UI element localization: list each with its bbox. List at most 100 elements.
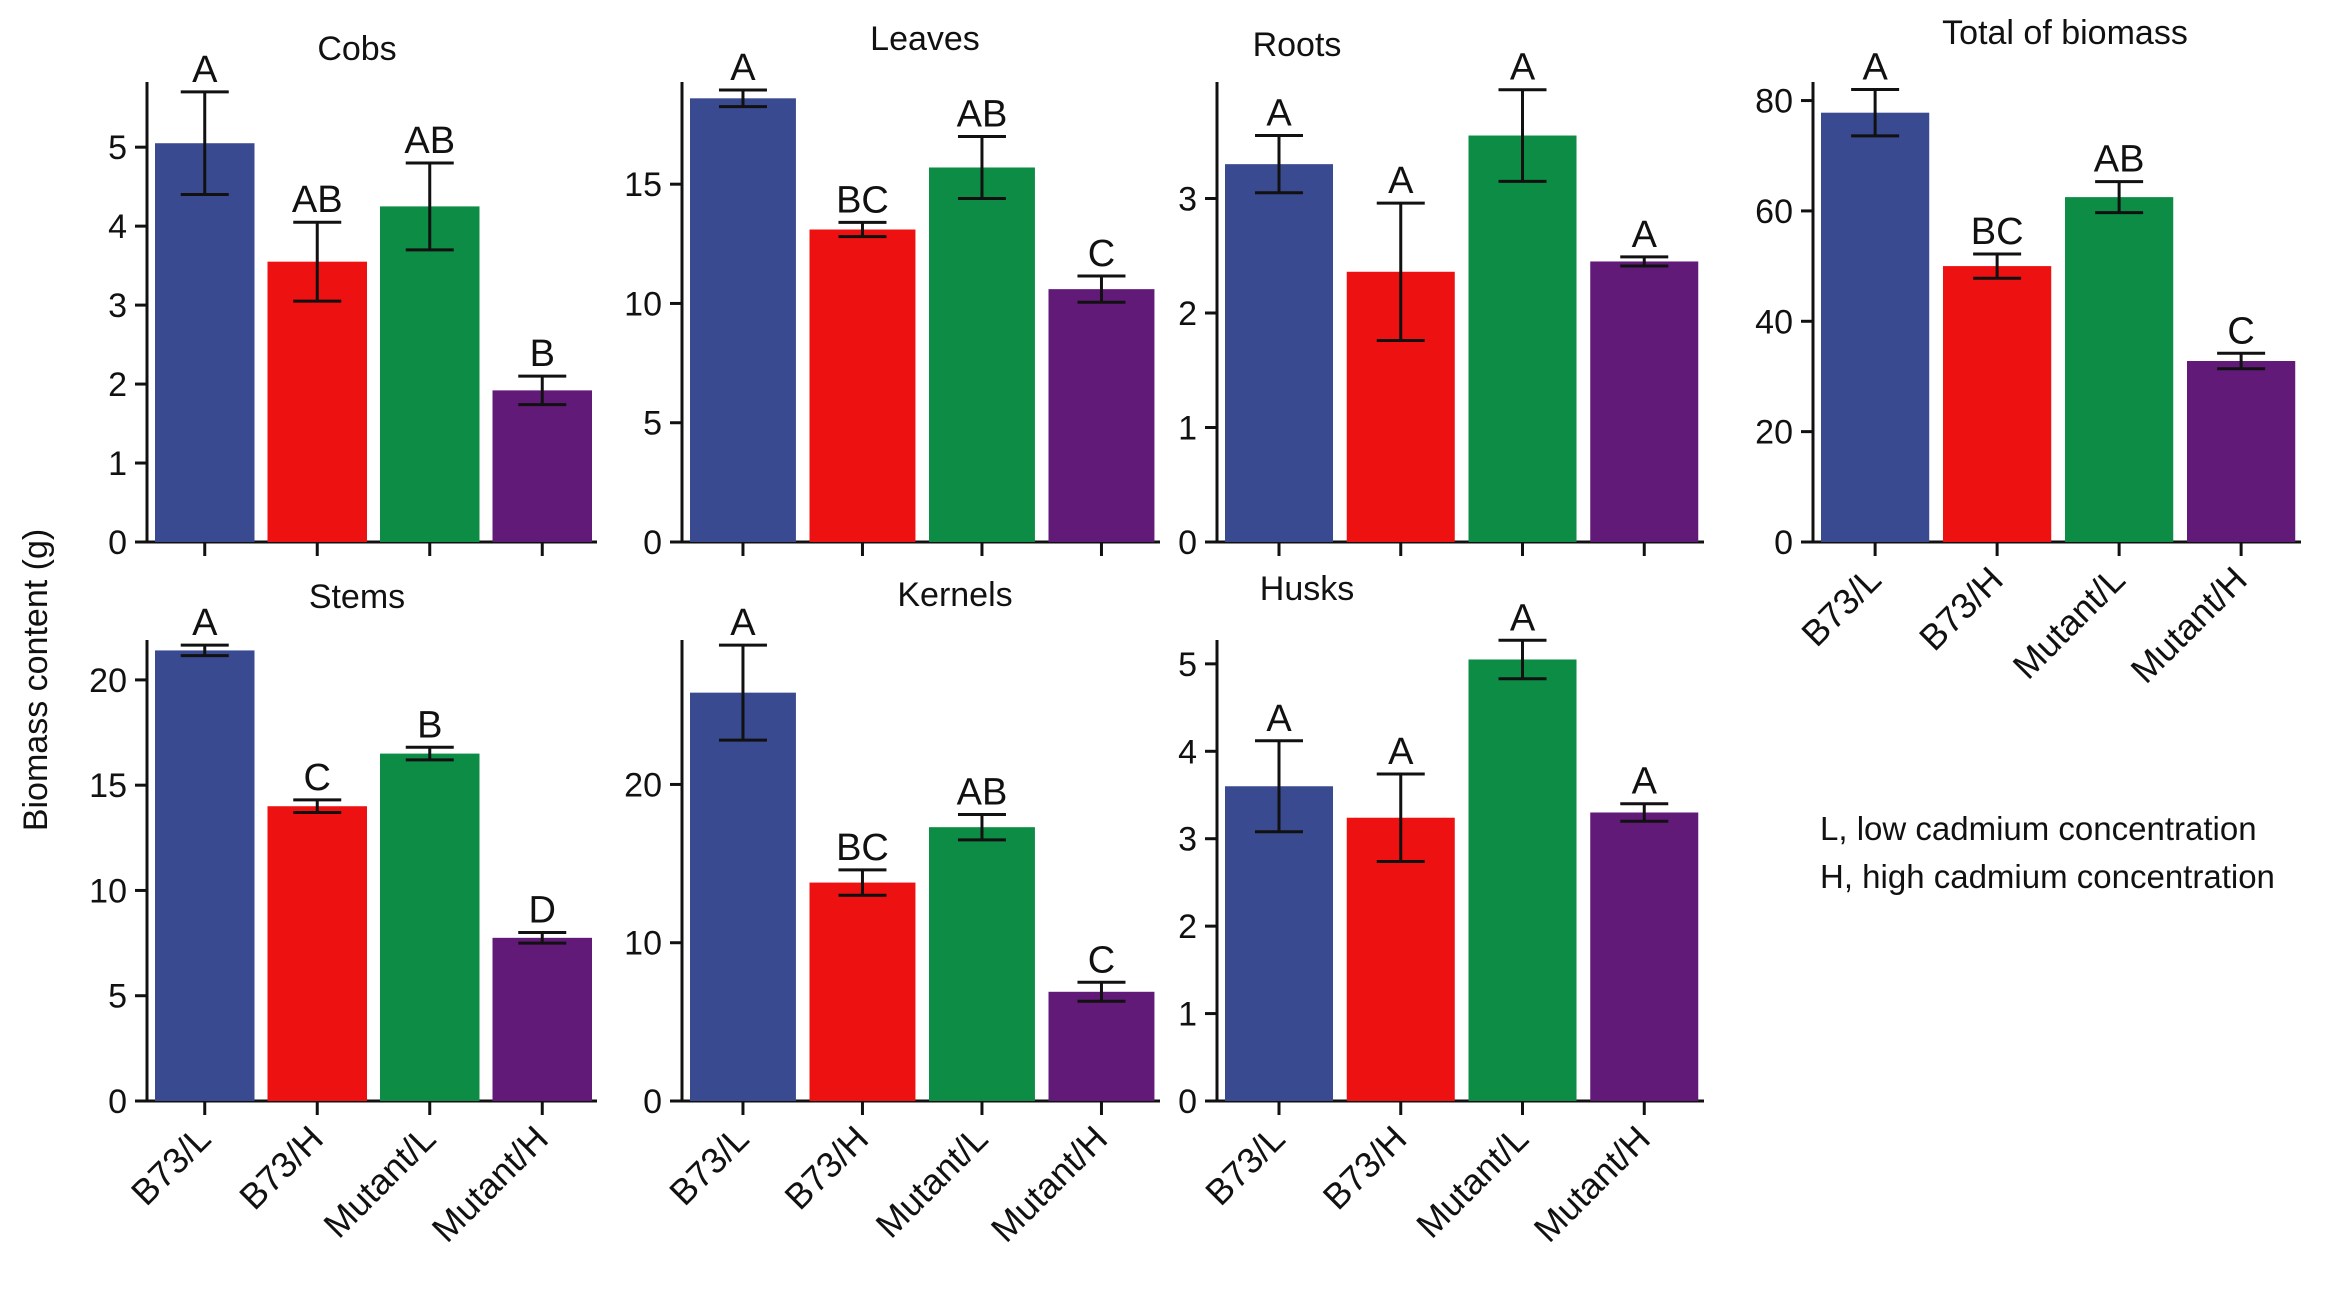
x-tick-label: Mutant/H bbox=[1526, 1118, 1658, 1250]
y-tick-label: 40 bbox=[1755, 303, 1793, 341]
significance-label: C bbox=[1088, 233, 1115, 275]
significance-label: AB bbox=[957, 772, 1008, 814]
significance-label: D bbox=[529, 890, 556, 932]
y-tick-label: 0 bbox=[643, 1083, 662, 1121]
bar-b73-h bbox=[267, 806, 367, 1101]
x-tick-label: Mutant/L bbox=[315, 1118, 443, 1246]
significance-label: A bbox=[1632, 214, 1658, 256]
y-tick-label: 10 bbox=[624, 285, 662, 323]
chart-panel-7: Husks 0 1 2 3 4 5 A B73/L A B73/H A Mutant/L A Mutant/… bbox=[1178, 570, 1704, 1250]
bar-mutant-h bbox=[492, 937, 592, 1101]
y-tick-label: 20 bbox=[624, 766, 662, 804]
significance-label: A bbox=[192, 602, 218, 644]
x-tick-label: B73/H bbox=[231, 1118, 331, 1218]
y-tick-label: 4 bbox=[108, 208, 127, 246]
y-tick-label: 1 bbox=[108, 445, 127, 483]
y-tick-label: 5 bbox=[643, 405, 662, 443]
y-tick-label: 0 bbox=[1178, 1083, 1197, 1121]
x-tick-label: Mutant/H bbox=[983, 1118, 1115, 1250]
panel-title: Stems bbox=[309, 578, 405, 616]
significance-label: BC bbox=[1971, 211, 2024, 253]
bar-mutant-h bbox=[1590, 261, 1699, 542]
panel-title: Cobs bbox=[317, 30, 396, 68]
y-tick-label: 0 bbox=[643, 524, 662, 562]
bar-mutant-l bbox=[1468, 659, 1577, 1101]
bar-b73-l bbox=[1225, 786, 1334, 1101]
chart-panel-6: Kernels 0 10 20 A B73/L BC B73/H AB Mutant/L C Muta… bbox=[624, 576, 1160, 1250]
y-tick-label: 5 bbox=[1178, 646, 1197, 684]
legend-high: H, high cadmium concentration bbox=[1820, 858, 2275, 895]
x-tick-label: Mutant/L bbox=[868, 1118, 996, 1246]
significance-label: AB bbox=[2094, 139, 2145, 181]
x-tick-label: Mutant/H bbox=[2123, 559, 2255, 691]
y-tick-label: 20 bbox=[1755, 414, 1793, 452]
x-tick-label: Mutant/H bbox=[424, 1118, 556, 1250]
bar-b73-l bbox=[155, 650, 255, 1101]
significance-label: C bbox=[304, 757, 331, 799]
y-tick-label: 2 bbox=[108, 366, 127, 404]
y-tick-label: 2 bbox=[1178, 295, 1197, 333]
significance-label: B bbox=[417, 704, 442, 746]
x-tick-label: Mutant/L bbox=[1408, 1118, 1536, 1246]
panel-title: Kernels bbox=[897, 576, 1012, 614]
y-tick-label: 2 bbox=[1178, 908, 1197, 946]
bar-mutant-l bbox=[1468, 135, 1577, 542]
significance-label: A bbox=[730, 47, 756, 89]
x-tick-label: B73/H bbox=[1911, 559, 2011, 659]
bar-b73-h bbox=[809, 229, 916, 542]
significance-label: A bbox=[1510, 597, 1536, 639]
bar-b73-l bbox=[1821, 112, 1930, 543]
bar-mutant-l bbox=[929, 167, 1035, 543]
y-tick-label: 3 bbox=[108, 287, 127, 325]
bar-b73-l bbox=[690, 692, 796, 1101]
bar-mutant-l bbox=[929, 827, 1035, 1101]
significance-label: B bbox=[530, 333, 555, 375]
x-tick-label: B73/H bbox=[776, 1118, 876, 1218]
y-tick-label: 3 bbox=[1178, 181, 1197, 219]
significance-label: A bbox=[1388, 160, 1414, 202]
significance-label: BC bbox=[836, 827, 889, 869]
significance-label: AB bbox=[404, 120, 455, 162]
bar-b73-h bbox=[1943, 266, 2052, 542]
x-tick-label: B73/H bbox=[1315, 1118, 1415, 1218]
y-tick-label: 60 bbox=[1755, 193, 1793, 231]
significance-label: A bbox=[1388, 731, 1414, 773]
chart-panel-3: Roots 0 1 2 3 A A A A bbox=[1178, 26, 1704, 562]
y-tick-label: 0 bbox=[1178, 524, 1197, 562]
panel-title: Roots bbox=[1253, 26, 1342, 64]
bar-mutant-h bbox=[492, 390, 592, 542]
bar-b73-l bbox=[690, 98, 796, 542]
x-tick-label: B73/L bbox=[123, 1118, 219, 1214]
significance-label: AB bbox=[957, 93, 1008, 135]
y-tick-label: 10 bbox=[89, 872, 127, 910]
y-axis-label: Biomass content (g) bbox=[17, 529, 55, 831]
panel-title: Leaves bbox=[870, 20, 980, 58]
x-tick-label: B73/L bbox=[1197, 1118, 1293, 1214]
panel-title: Husks bbox=[1260, 570, 1354, 608]
y-tick-label: 0 bbox=[108, 524, 127, 562]
x-tick-label: Mutant/L bbox=[2005, 559, 2133, 687]
bar-mutant-h bbox=[1048, 289, 1155, 542]
significance-label: C bbox=[1088, 939, 1115, 981]
y-tick-label: 80 bbox=[1755, 83, 1793, 121]
x-tick-label: B73/L bbox=[661, 1118, 757, 1214]
y-tick-label: 5 bbox=[108, 129, 127, 167]
panel-title: Total of biomass bbox=[1942, 14, 2188, 52]
chart-panel-1: Cobs 0 1 2 3 4 5 A AB AB B bbox=[108, 30, 597, 562]
significance-label: A bbox=[730, 602, 756, 644]
chart-panel-5: Stems 0 5 10 15 20 A B73/L C B73/H B Mutant/L D Mutan… bbox=[89, 578, 597, 1250]
x-tick-label: B73/L bbox=[1793, 559, 1889, 655]
bar-b73-l bbox=[155, 143, 255, 543]
y-tick-label: 1 bbox=[1178, 410, 1197, 448]
bar-mutant-l bbox=[380, 753, 480, 1101]
y-tick-label: 1 bbox=[1178, 996, 1197, 1034]
y-tick-label: 0 bbox=[1774, 524, 1793, 562]
bar-b73-h bbox=[809, 882, 916, 1101]
y-tick-label: 15 bbox=[624, 166, 662, 204]
y-tick-label: 15 bbox=[89, 767, 127, 805]
y-tick-label: 10 bbox=[624, 925, 662, 963]
significance-label: A bbox=[1266, 698, 1292, 740]
y-tick-label: 20 bbox=[89, 662, 127, 700]
y-tick-label: 4 bbox=[1178, 733, 1197, 771]
